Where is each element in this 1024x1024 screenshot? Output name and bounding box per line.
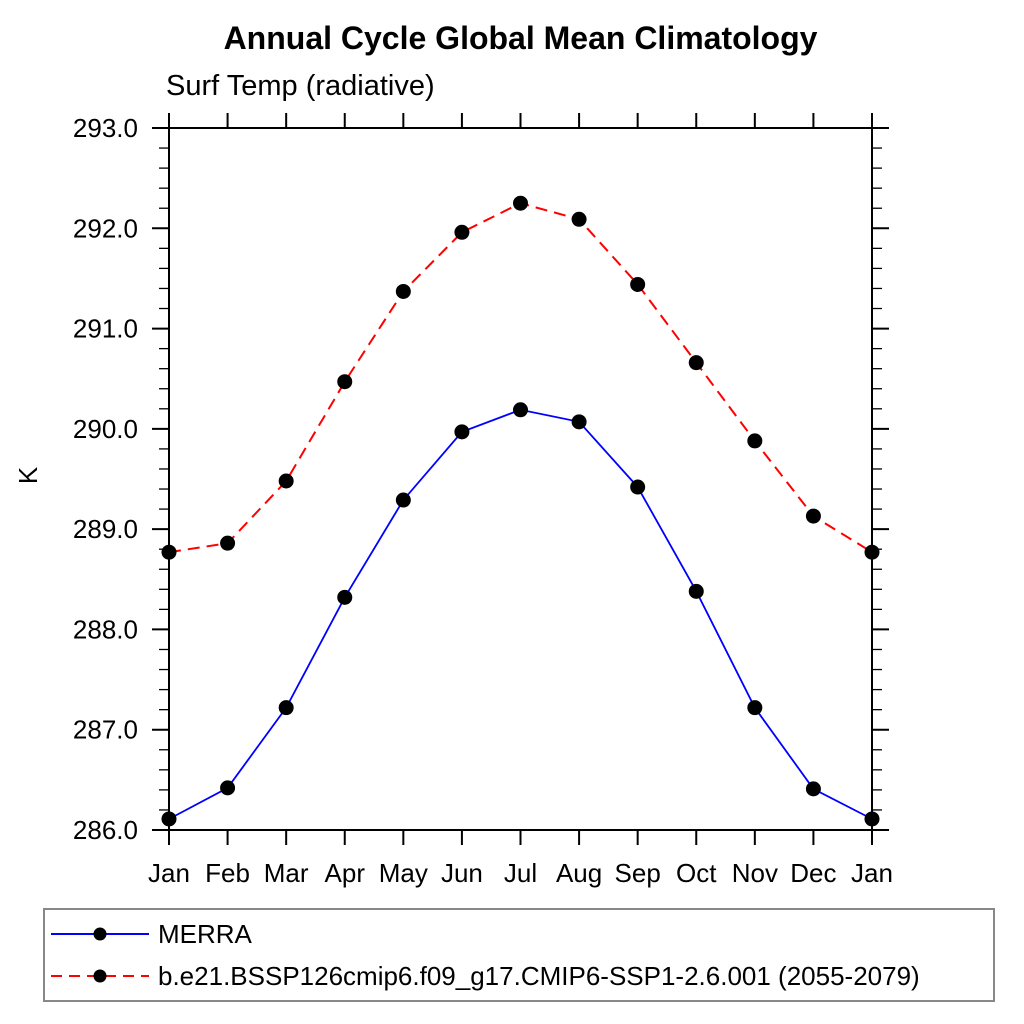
data-point-marker [220,780,236,796]
series-line-model [168,202,873,554]
data-point-marker [571,211,587,227]
x-tick-label: Feb [205,858,250,888]
x-tick-label: Sep [615,858,661,888]
data-point-marker [395,283,411,299]
data-point-marker [630,276,646,292]
x-tick-label: Dec [790,858,836,888]
series-line-merra [168,408,873,820]
chart-subtitle: Surf Temp (radiative) [166,70,435,102]
x-tick-label: May [379,858,428,888]
legend-sample-marker [93,927,107,941]
x-tick-label: Jul [504,858,537,888]
data-point-marker [805,508,821,524]
legend: MERRA b.e21.BSSP126cmip6.f09_g17.CMIP6-S… [43,908,995,1002]
data-point-marker [805,781,821,797]
data-point-marker [454,224,470,240]
x-tick-label: Mar [264,858,309,888]
x-tick-label: Aug [556,858,602,888]
y-tick-label: 287.0 [73,715,138,745]
legend-label-merra: MERRA [158,918,252,949]
y-tick-label: 288.0 [73,614,138,644]
x-tick-label: Oct [676,858,717,888]
chart-title: Annual Cycle Global Mean Climatology [223,20,818,56]
x-tick-label: Jan [851,858,893,888]
data-point-marker [571,414,587,430]
legend-item-merra: MERRA [49,913,989,955]
data-point-marker [688,583,704,599]
data-point-marker [747,700,763,716]
data-point-marker [864,811,880,827]
legend-item-model: b.e21.BSSP126cmip6.f09_g17.CMIP6-SSP1-2.… [49,955,989,997]
data-point-marker [454,424,470,440]
x-tick-label: Nov [732,858,778,888]
x-tick-label: Jun [441,858,483,888]
data-point-marker [747,433,763,449]
data-point-marker [688,355,704,371]
data-point-marker [864,544,880,560]
y-tick-label: 293.0 [73,113,138,143]
data-point-marker [395,492,411,508]
y-tick-label: 289.0 [73,514,138,544]
legend-label-model: b.e21.BSSP126cmip6.f09_g17.CMIP6-SSP1-2.… [158,960,920,991]
y-tick-label: 291.0 [73,314,138,344]
data-point-marker [630,479,646,495]
data-point-marker [513,402,528,418]
data-point-marker [161,544,177,560]
x-tick-label: Jan [148,858,190,888]
y-tick-label: 286.0 [73,815,138,845]
x-tick-label: Apr [325,858,366,888]
data-point-marker [337,374,353,390]
data-point-marker [220,535,236,551]
data-point-marker [278,700,294,716]
data-point-marker [513,195,528,211]
data-point-marker [278,473,294,489]
legend-line-sample-solid [51,927,149,941]
legend-sample-marker [93,969,107,983]
data-point-marker [337,589,353,605]
data-point-marker [161,811,177,827]
legend-line-sample-dashed [51,969,149,983]
y-tick-label: 290.0 [73,414,138,444]
y-tick-label: 292.0 [73,213,138,243]
